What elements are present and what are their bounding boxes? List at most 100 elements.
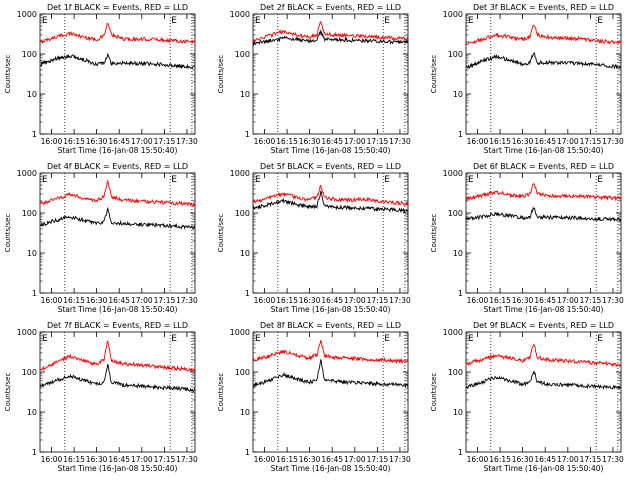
corner-mark-left: E [255,175,261,185]
corner-mark-left: E [468,175,474,185]
x-tick-label: 17:00 [131,137,153,146]
x-tick-label: 16:00 [41,137,63,146]
corner-mark-right: E [384,175,390,185]
x-tick-label: 17:15 [154,137,176,146]
x-tick-label: 16:00 [41,296,63,305]
corner-mark-left: E [255,334,261,344]
panel-title: Det 7f BLACK = Events, RED = LLD [47,321,188,330]
x-tick-label: 16:00 [467,296,489,305]
y-tick-label: 10 [240,249,250,258]
y-tick-label: 100 [448,209,463,218]
x-tick-label: 16:45 [321,455,343,464]
y-tick-label: 1000 [230,169,250,178]
y-tick-label: 10 [240,408,250,417]
x-tick-label: 16:00 [254,137,276,146]
corner-mark-left: E [468,16,474,26]
x-tick-label: 17:15 [367,455,389,464]
detector-panel-5: Det 5f BLACK = Events, RED = LLD 1 10 100 10… [217,162,411,314]
corner-mark-right: E [384,16,390,26]
events-rate-line [39,52,196,70]
lld-rate-line [465,24,622,46]
x-tick-label: 17:30 [176,455,198,464]
plot-frame [252,13,409,135]
lld-rate-line [252,184,409,207]
y-axis-label: Counts/sec [4,373,12,412]
x-axis-label: Start Time (16-Jan-08 15:50:40) [58,464,178,473]
plot-frame [39,13,196,135]
plot-frame [465,172,622,294]
y-tick-label: 10 [27,408,37,417]
x-axis-label: Start Time (16-Jan-08 15:50:40) [271,464,391,473]
corner-mark-left: E [255,16,261,26]
corner-mark-right: E [597,175,603,185]
x-tick-label: 16:30 [299,296,321,305]
x-tick-label: 16:30 [86,296,108,305]
x-tick-label: 17:30 [389,455,411,464]
x-tick-label: 16:30 [512,296,534,305]
x-tick-label: 16:15 [276,296,298,305]
x-tick-label: 16:15 [276,455,298,464]
y-tick-label: 1000 [443,169,463,178]
lld-rate-line [39,179,195,208]
corner-mark-left: E [42,16,48,26]
detector-panel-4: Det 4f BLACK = Events, RED = LLD 1 10 100 10… [4,162,198,314]
x-tick-label: 16:30 [86,137,108,146]
x-tick-label: 16:30 [512,455,534,464]
y-tick-label: 1 [32,130,37,139]
lld-rate-line [39,22,196,45]
x-tick-label: 16:45 [321,296,343,305]
corner-mark-left: E [468,334,474,344]
y-tick-label: 10 [453,249,463,258]
detector-panel-3: Det 3f BLACK = Events, RED = LLD 1 10 100 10… [430,3,624,155]
y-axis-label: Counts/sec [430,214,438,253]
x-tick-label: 17:00 [557,296,579,305]
lld-rate-line [39,340,196,373]
events-rate-line [252,190,409,214]
x-tick-label: 16:45 [534,137,556,146]
x-tick-label: 16:30 [299,137,321,146]
y-tick-label: 1 [245,130,250,139]
y-tick-label: 1 [458,448,463,457]
x-tick-label: 16:45 [534,296,556,305]
x-tick-label: 17:15 [580,296,602,305]
corner-mark-right: E [597,16,603,26]
panel-title: Det 2f BLACK = Events, RED = LLD [260,3,401,12]
x-tick-label: 16:30 [86,455,108,464]
corner-mark-right: E [171,175,177,185]
events-rate-line [465,52,622,70]
y-tick-label: 1 [245,289,250,298]
y-axis-label: Counts/sec [430,55,438,94]
panel-title: Det 9f BLACK = Events, RED = LLD [473,321,614,330]
y-tick-label: 1000 [17,10,37,19]
x-axis-label: Start Time (16-Jan-08 15:50:40) [271,305,391,314]
x-tick-label: 17:00 [344,455,366,464]
y-tick-label: 100 [22,50,37,59]
detector-panel-9: Det 9f BLACK = Events, RED = LLD 1 10 100 10… [430,321,624,473]
lld-rate-line [252,21,409,43]
x-tick-label: 17:30 [389,137,411,146]
y-tick-label: 1000 [230,328,250,337]
x-tick-label: 16:45 [108,455,130,464]
panel-title: Det 3f BLACK = Events, RED = LLD [473,3,614,12]
lld-rate-line [465,183,622,202]
y-tick-label: 10 [453,408,463,417]
y-tick-label: 10 [27,249,37,258]
corner-mark-left: E [42,175,48,185]
panel-title: Det 5f BLACK = Events, RED = LLD [260,162,401,171]
y-tick-label: 10 [27,90,37,99]
plot-frame [252,172,409,294]
y-axis-label: Counts/sec [4,55,12,94]
panel-title: Det 1f BLACK = Events, RED = LLD [47,3,188,12]
x-axis-label: Start Time (16-Jan-08 15:50:40) [484,464,604,473]
x-tick-label: 17:00 [344,296,366,305]
corner-mark-right: E [171,334,177,344]
x-tick-label: 17:30 [176,296,198,305]
x-tick-label: 17:15 [580,455,602,464]
x-axis-label: Start Time (16-Jan-08 15:50:40) [58,146,178,155]
panel-title: Det 8f BLACK = Events, RED = LLD [260,321,401,330]
detector-panel-6: Det 6f BLACK = Events, RED = LLD 1 10 100 10… [430,162,624,314]
x-tick-label: 16:45 [534,455,556,464]
x-tick-label: 16:15 [63,137,85,146]
x-tick-label: 17:00 [557,137,579,146]
y-axis-label: Counts/sec [217,55,225,94]
